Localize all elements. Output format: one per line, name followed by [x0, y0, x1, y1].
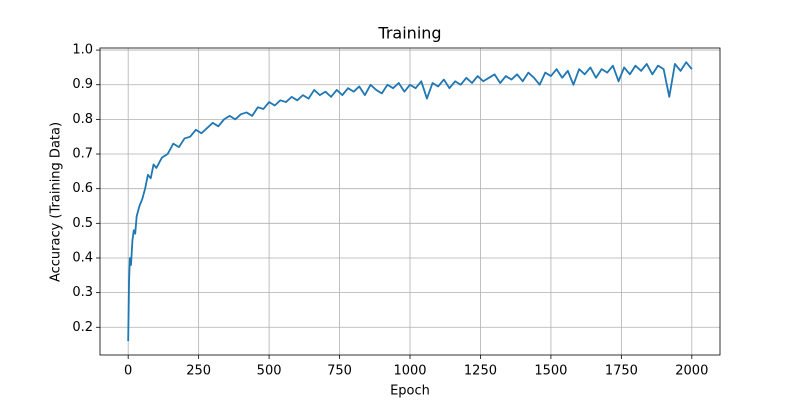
x-tick-label: 1750: [605, 364, 638, 379]
x-tick-label: 1500: [534, 364, 567, 379]
x-tick-label: 750: [327, 364, 352, 379]
y-tick-label: 0.5: [72, 216, 93, 231]
y-tick-label: 0.2: [72, 320, 93, 335]
chart-title: Training: [377, 24, 441, 43]
y-axis-label: Accuracy (Training Data): [49, 122, 64, 282]
y-tick-label: 0.6: [72, 181, 93, 196]
x-tick-label: 250: [186, 364, 211, 379]
plot-frame: [99, 47, 721, 356]
y-tick-label: 0.9: [72, 77, 93, 92]
y-tick-label: 0.3: [72, 285, 93, 300]
data-line: [127, 61, 693, 342]
x-tick-label: 2000: [675, 364, 708, 379]
y-tick-label: 0.7: [72, 147, 93, 162]
y-tick-label: 0.8: [72, 112, 93, 127]
x-axis-label: Epoch: [390, 384, 430, 399]
y-tick-label: 1.0: [72, 43, 93, 58]
x-tick-label: 0: [124, 364, 132, 379]
x-tick-label: 500: [257, 364, 282, 379]
x-tick-label: 1250: [464, 364, 497, 379]
y-tick-label: 0.4: [72, 250, 93, 265]
x-tick-label: 1000: [393, 364, 426, 379]
